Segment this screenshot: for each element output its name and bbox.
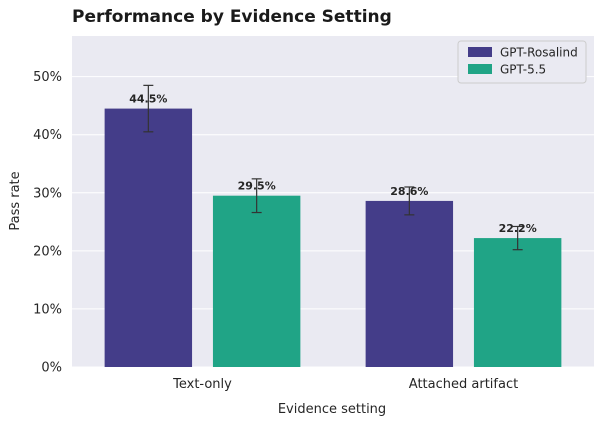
y-axis-ticks: 0% 10% 20% 30% 40% 50% [33, 70, 62, 375]
legend: GPT-Rosalind GPT-5.5 [457, 40, 587, 84]
bar-gpt-5-5 [212, 195, 301, 367]
data-labels-group: 44.5% 29.5% 28.6% 22.2% [129, 93, 536, 235]
data-label: 22.2% [499, 222, 537, 235]
y-tick-label: 10% [33, 302, 62, 317]
legend-swatch [468, 47, 492, 57]
legend-swatch [468, 64, 492, 74]
bar-gpt-5-5 [473, 238, 562, 367]
x-tick-label: Attached artifact [409, 377, 518, 392]
y-tick-label: 50% [33, 70, 62, 85]
chart-title: Performance by Evidence Setting [72, 7, 392, 27]
x-axis-label: Evidence setting [278, 402, 386, 417]
legend-label: GPT-5.5 [500, 63, 546, 77]
data-label: 44.5% [129, 93, 167, 106]
y-tick-label: 30% [33, 186, 62, 201]
bar-gpt-rosalind [104, 108, 193, 368]
y-tick-label: 40% [33, 128, 62, 143]
data-label: 29.5% [238, 180, 276, 193]
legend-label: GPT-Rosalind [500, 46, 578, 60]
error-bars-group [143, 84, 523, 251]
bars-group [104, 108, 562, 368]
y-axis-label: Pass rate [8, 171, 23, 230]
y-tick-label: 0% [41, 361, 62, 376]
x-tick-label: Text-only [172, 377, 232, 392]
data-label: 28.6% [390, 185, 428, 198]
bar-gpt-rosalind [365, 200, 454, 367]
x-axis-ticks: Text-only Attached artifact [172, 377, 518, 392]
y-tick-label: 20% [33, 244, 62, 259]
